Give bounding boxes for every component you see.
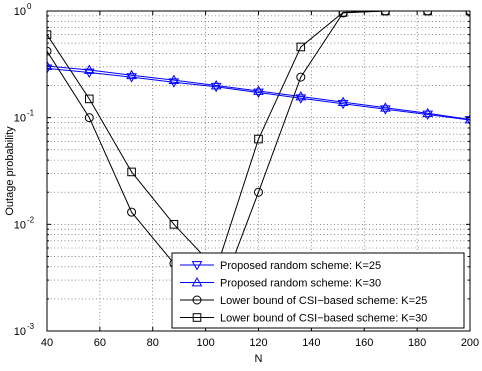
data-point [337, 99, 349, 110]
x-tick-label: 140 [302, 337, 320, 349]
x-tick-label: 200 [461, 337, 479, 349]
series-line [47, 67, 470, 121]
data-point [127, 167, 136, 177]
legend-label: Proposed random scheme: K=25 [220, 260, 381, 272]
data-point [210, 80, 222, 90]
data-point [422, 107, 434, 118]
legend-marker [191, 261, 203, 271]
legend-marker [191, 276, 203, 287]
x-axis-label: N [255, 353, 263, 365]
x-tick-label: 120 [249, 337, 267, 349]
x-tick-label: 160 [355, 337, 373, 349]
data-point [168, 74, 180, 84]
data-point [168, 78, 180, 88]
data-point [126, 73, 137, 83]
legend-entry: Lower bound of CSI−based scheme: K=25 [180, 295, 427, 307]
data-point [464, 114, 470, 124]
legend-label: Proposed random scheme: K=30 [220, 278, 381, 290]
legend-marker [192, 313, 202, 322]
y-tick-exponent: -3 [27, 322, 35, 331]
x-tick-label: 60 [94, 337, 106, 349]
x-tick-label: 100 [196, 337, 214, 349]
grid-lines [47, 11, 470, 331]
data-point [295, 94, 307, 104]
series-line [47, 11, 470, 305]
data-point [254, 134, 263, 144]
data-point [380, 102, 391, 112]
data-point [127, 207, 137, 217]
y-tick-exponent: -2 [27, 215, 35, 224]
y-tick-exponent: -1 [27, 109, 35, 118]
data-point [422, 110, 434, 121]
data-point [47, 60, 53, 70]
legend-entry: Proposed random scheme: K=30 [180, 276, 381, 290]
series-line [47, 11, 470, 271]
y-tick-label: 10 [14, 326, 26, 338]
legend-entry: Lower bound of CSI−based scheme: K=30 [180, 313, 427, 325]
data-point [381, 11, 390, 16]
data-point [254, 187, 263, 197]
x-tick-label: 180 [408, 337, 426, 349]
data-point [84, 113, 94, 123]
y-axis-label: Outage probability [4, 126, 16, 216]
data-point [253, 88, 264, 99]
data-point [210, 82, 222, 93]
data-point [295, 90, 307, 101]
series-1 [47, 64, 470, 126]
data-point [47, 46, 52, 56]
series-2 [47, 60, 470, 124]
x-tick-label: 80 [147, 337, 159, 349]
legend-label: Lower bound of CSI−based scheme: K=30 [220, 313, 427, 325]
y-tick-label: 10 [14, 113, 26, 125]
data-point [253, 85, 264, 95]
data-point [337, 96, 349, 106]
series-4 [47, 11, 470, 274]
data-point [85, 94, 94, 104]
legend: Proposed random scheme: K=25 Proposed ran… [171, 252, 465, 329]
data-point [126, 69, 137, 80]
data-point [83, 64, 95, 74]
data-point [423, 11, 432, 16]
legend-box [171, 252, 465, 329]
legend-label: Lower bound of CSI−based scheme: K=25 [220, 295, 427, 307]
series-layer [47, 11, 470, 309]
data-point [296, 72, 306, 82]
x-tick-label: 40 [41, 337, 53, 349]
data-point [464, 116, 470, 126]
data-point [169, 220, 179, 229]
series-line [47, 65, 470, 121]
y-tick-label: 10 [14, 219, 26, 231]
y-tick-label: 10 [14, 6, 26, 18]
legend-entry: Proposed random scheme: K=25 [180, 260, 381, 272]
data-point [296, 42, 306, 52]
data-point [380, 105, 391, 115]
data-point [338, 11, 348, 17]
legend-marker [192, 295, 202, 305]
y-tick-exponent: 0 [27, 2, 32, 11]
